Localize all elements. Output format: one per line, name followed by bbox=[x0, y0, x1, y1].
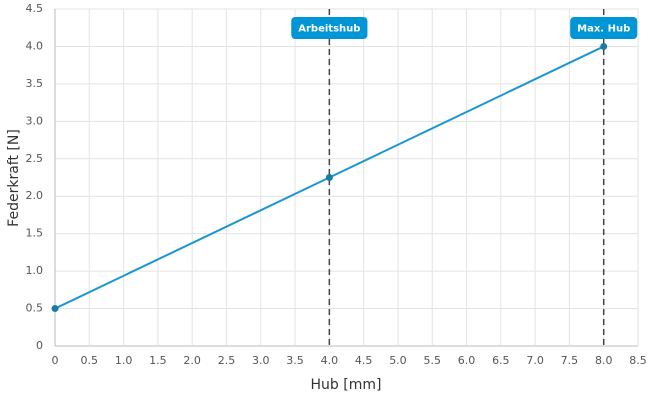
x-tick-label: 7.5 bbox=[561, 354, 579, 367]
x-tick-label: 6.0 bbox=[458, 354, 476, 367]
x-tick-label: 4.5 bbox=[355, 354, 373, 367]
x-tick-label: 2.5 bbox=[218, 354, 236, 367]
x-tick-label: 8.5 bbox=[629, 354, 647, 367]
x-tick-label: 0 bbox=[52, 354, 59, 367]
x-tick-label: 6.5 bbox=[492, 354, 510, 367]
annotation-label: Arbeitshub bbox=[298, 24, 360, 35]
data-point bbox=[51, 305, 59, 313]
y-tick-label: 4.5 bbox=[26, 2, 44, 15]
x-tick-label: 1.5 bbox=[149, 354, 167, 367]
y-tick-label: 2.5 bbox=[26, 152, 44, 165]
y-tick-label: 2.0 bbox=[26, 189, 44, 202]
data-point bbox=[600, 42, 608, 50]
x-tick-label: 8.0 bbox=[595, 354, 613, 367]
x-axis-title: Hub [mm] bbox=[311, 377, 382, 393]
x-tick-label: 1.0 bbox=[115, 354, 133, 367]
x-tick-label: 5.5 bbox=[423, 354, 441, 367]
y-axis-title: Federkraft [N] bbox=[6, 129, 22, 227]
y-tick-label: 1.0 bbox=[26, 264, 44, 277]
y-tick-label: 0.5 bbox=[26, 302, 44, 315]
y-tick-label: 4.0 bbox=[26, 39, 44, 52]
x-tick-label: 5.0 bbox=[389, 354, 407, 367]
data-point bbox=[325, 174, 333, 181]
x-tick-label: 3.0 bbox=[252, 354, 270, 367]
y-tick-label: 3.5 bbox=[26, 77, 44, 90]
x-tick-label: 4.0 bbox=[321, 354, 339, 367]
annotation-box bbox=[291, 17, 368, 39]
y-tick-label: 0 bbox=[36, 339, 43, 352]
x-tick-label: 2.0 bbox=[183, 354, 201, 367]
annotation-box bbox=[570, 17, 638, 39]
x-tick-label: 3.5 bbox=[286, 354, 304, 367]
y-tick-label: 1.5 bbox=[26, 227, 44, 240]
annotation-label: Max. Hub bbox=[577, 24, 630, 35]
x-tick-label: 7.0 bbox=[526, 354, 544, 367]
x-tick-label: 0.5 bbox=[81, 354, 99, 367]
y-tick-label: 3.0 bbox=[26, 114, 44, 127]
